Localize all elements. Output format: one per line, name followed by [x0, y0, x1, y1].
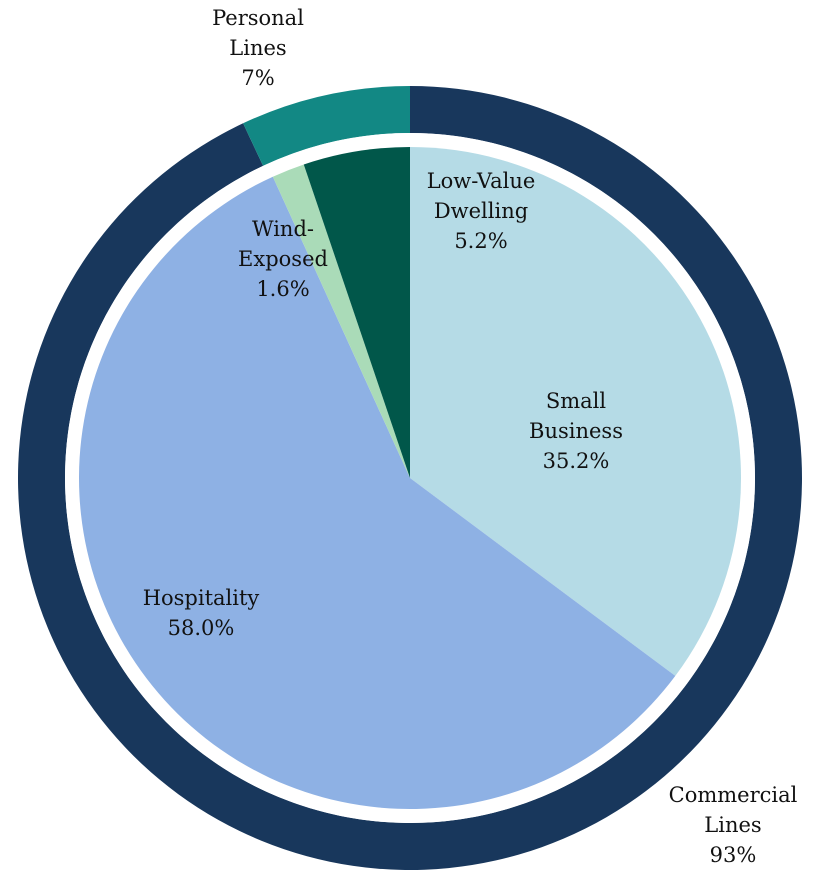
pie-wind-exposed-value-text: 1.6%	[256, 277, 309, 301]
pie-wind-exposed-name-text: Exposed	[238, 247, 328, 271]
pie-low-value-dwelling-value-text: 5.2%	[454, 229, 507, 253]
ring-commercial-lines-label: Commercial Lines 93%	[669, 783, 798, 867]
pie-hospitality-label: Hospitality 58.0%	[143, 586, 260, 640]
pie-small-business-value-text: 35.2%	[543, 449, 610, 473]
pie-hospitality-value-text: 58.0%	[168, 616, 235, 640]
pie-hospitality-name-text: Hospitality	[143, 586, 260, 610]
ring-personal-lines-label: Personal Lines 7%	[212, 6, 304, 90]
pie-slice-low-value-dwelling	[303, 147, 410, 478]
ring-commercial-lines-name-text: Commercial	[669, 783, 798, 807]
outer-ring	[17, 86, 802, 871]
ring-commercial-lines-value-text: 93%	[710, 843, 757, 867]
ring-slice-personal-lines	[243, 86, 410, 166]
pie-wind-exposed-label: Wind- Exposed 1.6%	[238, 217, 328, 301]
pie-small-business-name-text: Business	[529, 419, 623, 443]
labels: Commercial Lines 93% Personal Lines 7% Small Bu…	[143, 6, 798, 867]
inner-pie	[78, 147, 741, 809]
pie-small-business-label: Small Business 35.2%	[529, 389, 623, 473]
ring-personal-lines-name-text: Lines	[229, 36, 286, 60]
ring-personal-lines-value-text: 7%	[241, 66, 274, 90]
pie-low-value-dwelling-name-text: Dwelling	[434, 199, 528, 223]
pie-low-value-dwelling-name-text: Low-Value	[427, 169, 536, 193]
pie-low-value-dwelling-label: Low-Value Dwelling 5.2%	[427, 169, 536, 253]
pie-wind-exposed-name-text: Wind-	[252, 217, 314, 241]
pie-slice-hospitality	[78, 176, 676, 809]
pie-slice-small-business	[410, 147, 741, 676]
ring-commercial-lines-name-text: Lines	[704, 813, 761, 837]
pie-small-business-name-text: Small	[546, 389, 607, 413]
ring-personal-lines-name-text: Personal	[212, 6, 304, 30]
pie-slice-wind-exposed	[272, 164, 410, 478]
